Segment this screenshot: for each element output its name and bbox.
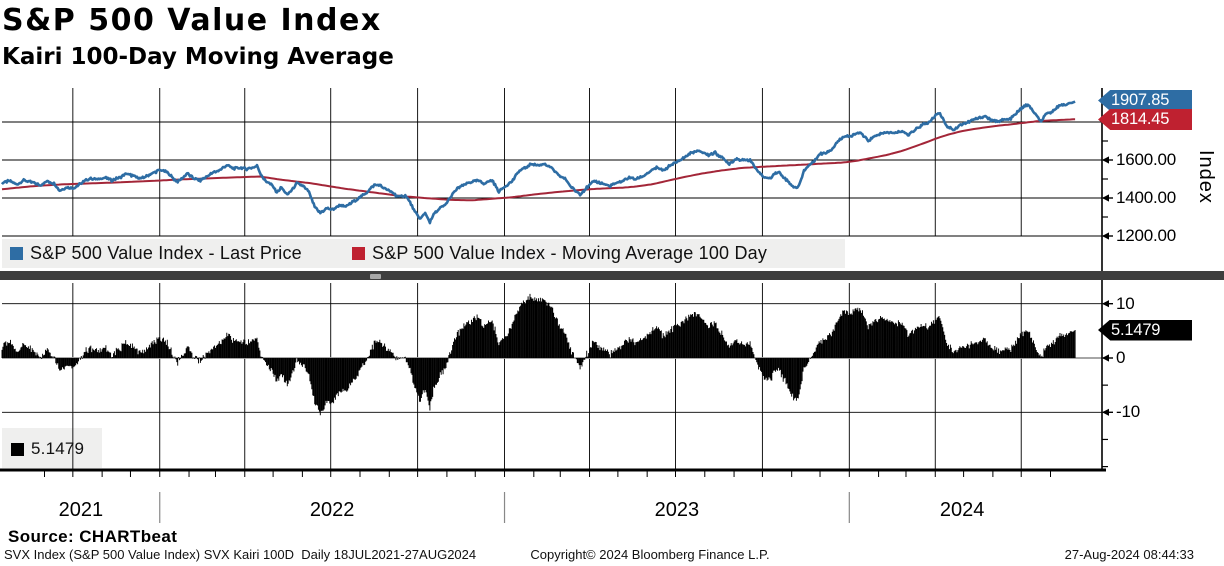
page-subtitle: Kairi 100-Day Moving Average xyxy=(2,44,394,70)
y-tick-label: 10 xyxy=(1116,293,1135,313)
x-year-label: 2021 xyxy=(58,499,104,521)
y-tick-label: -10 xyxy=(1116,402,1140,422)
legend-item-kairi[interactable]: 5.1479 xyxy=(11,439,84,459)
legend-label: S&P 500 Value Index - Moving Average 100… xyxy=(372,243,768,263)
tick-arrow xyxy=(1102,156,1109,164)
last-price-badge: 1907.85 xyxy=(1098,90,1192,111)
kairi-value-badge: 5.1479 xyxy=(1098,319,1192,341)
tick-arrow xyxy=(1102,408,1109,416)
page-title: S&P 500 Value Index xyxy=(2,3,382,38)
y-tick-label: 1400.00 xyxy=(1116,188,1177,207)
x-year-label: 2023 xyxy=(654,499,700,521)
last-price-swatch-icon xyxy=(10,247,23,260)
pane-divider xyxy=(0,271,1224,280)
kairi-legend-value: 5.1479 xyxy=(31,439,85,458)
security-note: SVX Index (S&P 500 Value Index) SVX Kair… xyxy=(4,547,477,562)
last-price-series xyxy=(0,100,1076,225)
tick-arrow xyxy=(1102,300,1109,308)
legend-label: S&P 500 Value Index - Last Price xyxy=(30,243,302,263)
timestamp: 27-Aug-2024 08:44:33 xyxy=(1064,547,1194,562)
x-year-label: 2024 xyxy=(939,499,985,521)
pane-divider-handle[interactable] xyxy=(370,273,381,279)
y-tick-label: 1200.00 xyxy=(1116,226,1177,245)
kairi-bars-series xyxy=(1,293,1076,416)
tick-arrow xyxy=(1102,194,1109,202)
source-note: Source: CHARTbeat xyxy=(8,527,178,546)
moving-average-swatch-icon xyxy=(352,247,365,260)
moving-average-badge: 1814.45 xyxy=(1098,109,1192,130)
legend-item-last-price[interactable]: S&P 500 Value Index - Last Price xyxy=(10,243,302,264)
x-year-label: 2022 xyxy=(309,499,355,521)
kairi-swatch-icon xyxy=(11,442,24,456)
tick-arrow xyxy=(1102,232,1109,240)
legend-item-moving-average[interactable]: S&P 500 Value Index - Moving Average 100… xyxy=(352,243,767,264)
copyright-note: Copyright© 2024 Bloomberg Finance L.P. xyxy=(530,547,770,562)
tick-arrow xyxy=(1102,354,1109,362)
y-axis-title: Index xyxy=(1195,150,1217,204)
y-tick-label: 1600.00 xyxy=(1116,150,1177,169)
y-tick-label: 0 xyxy=(1116,348,1126,367)
